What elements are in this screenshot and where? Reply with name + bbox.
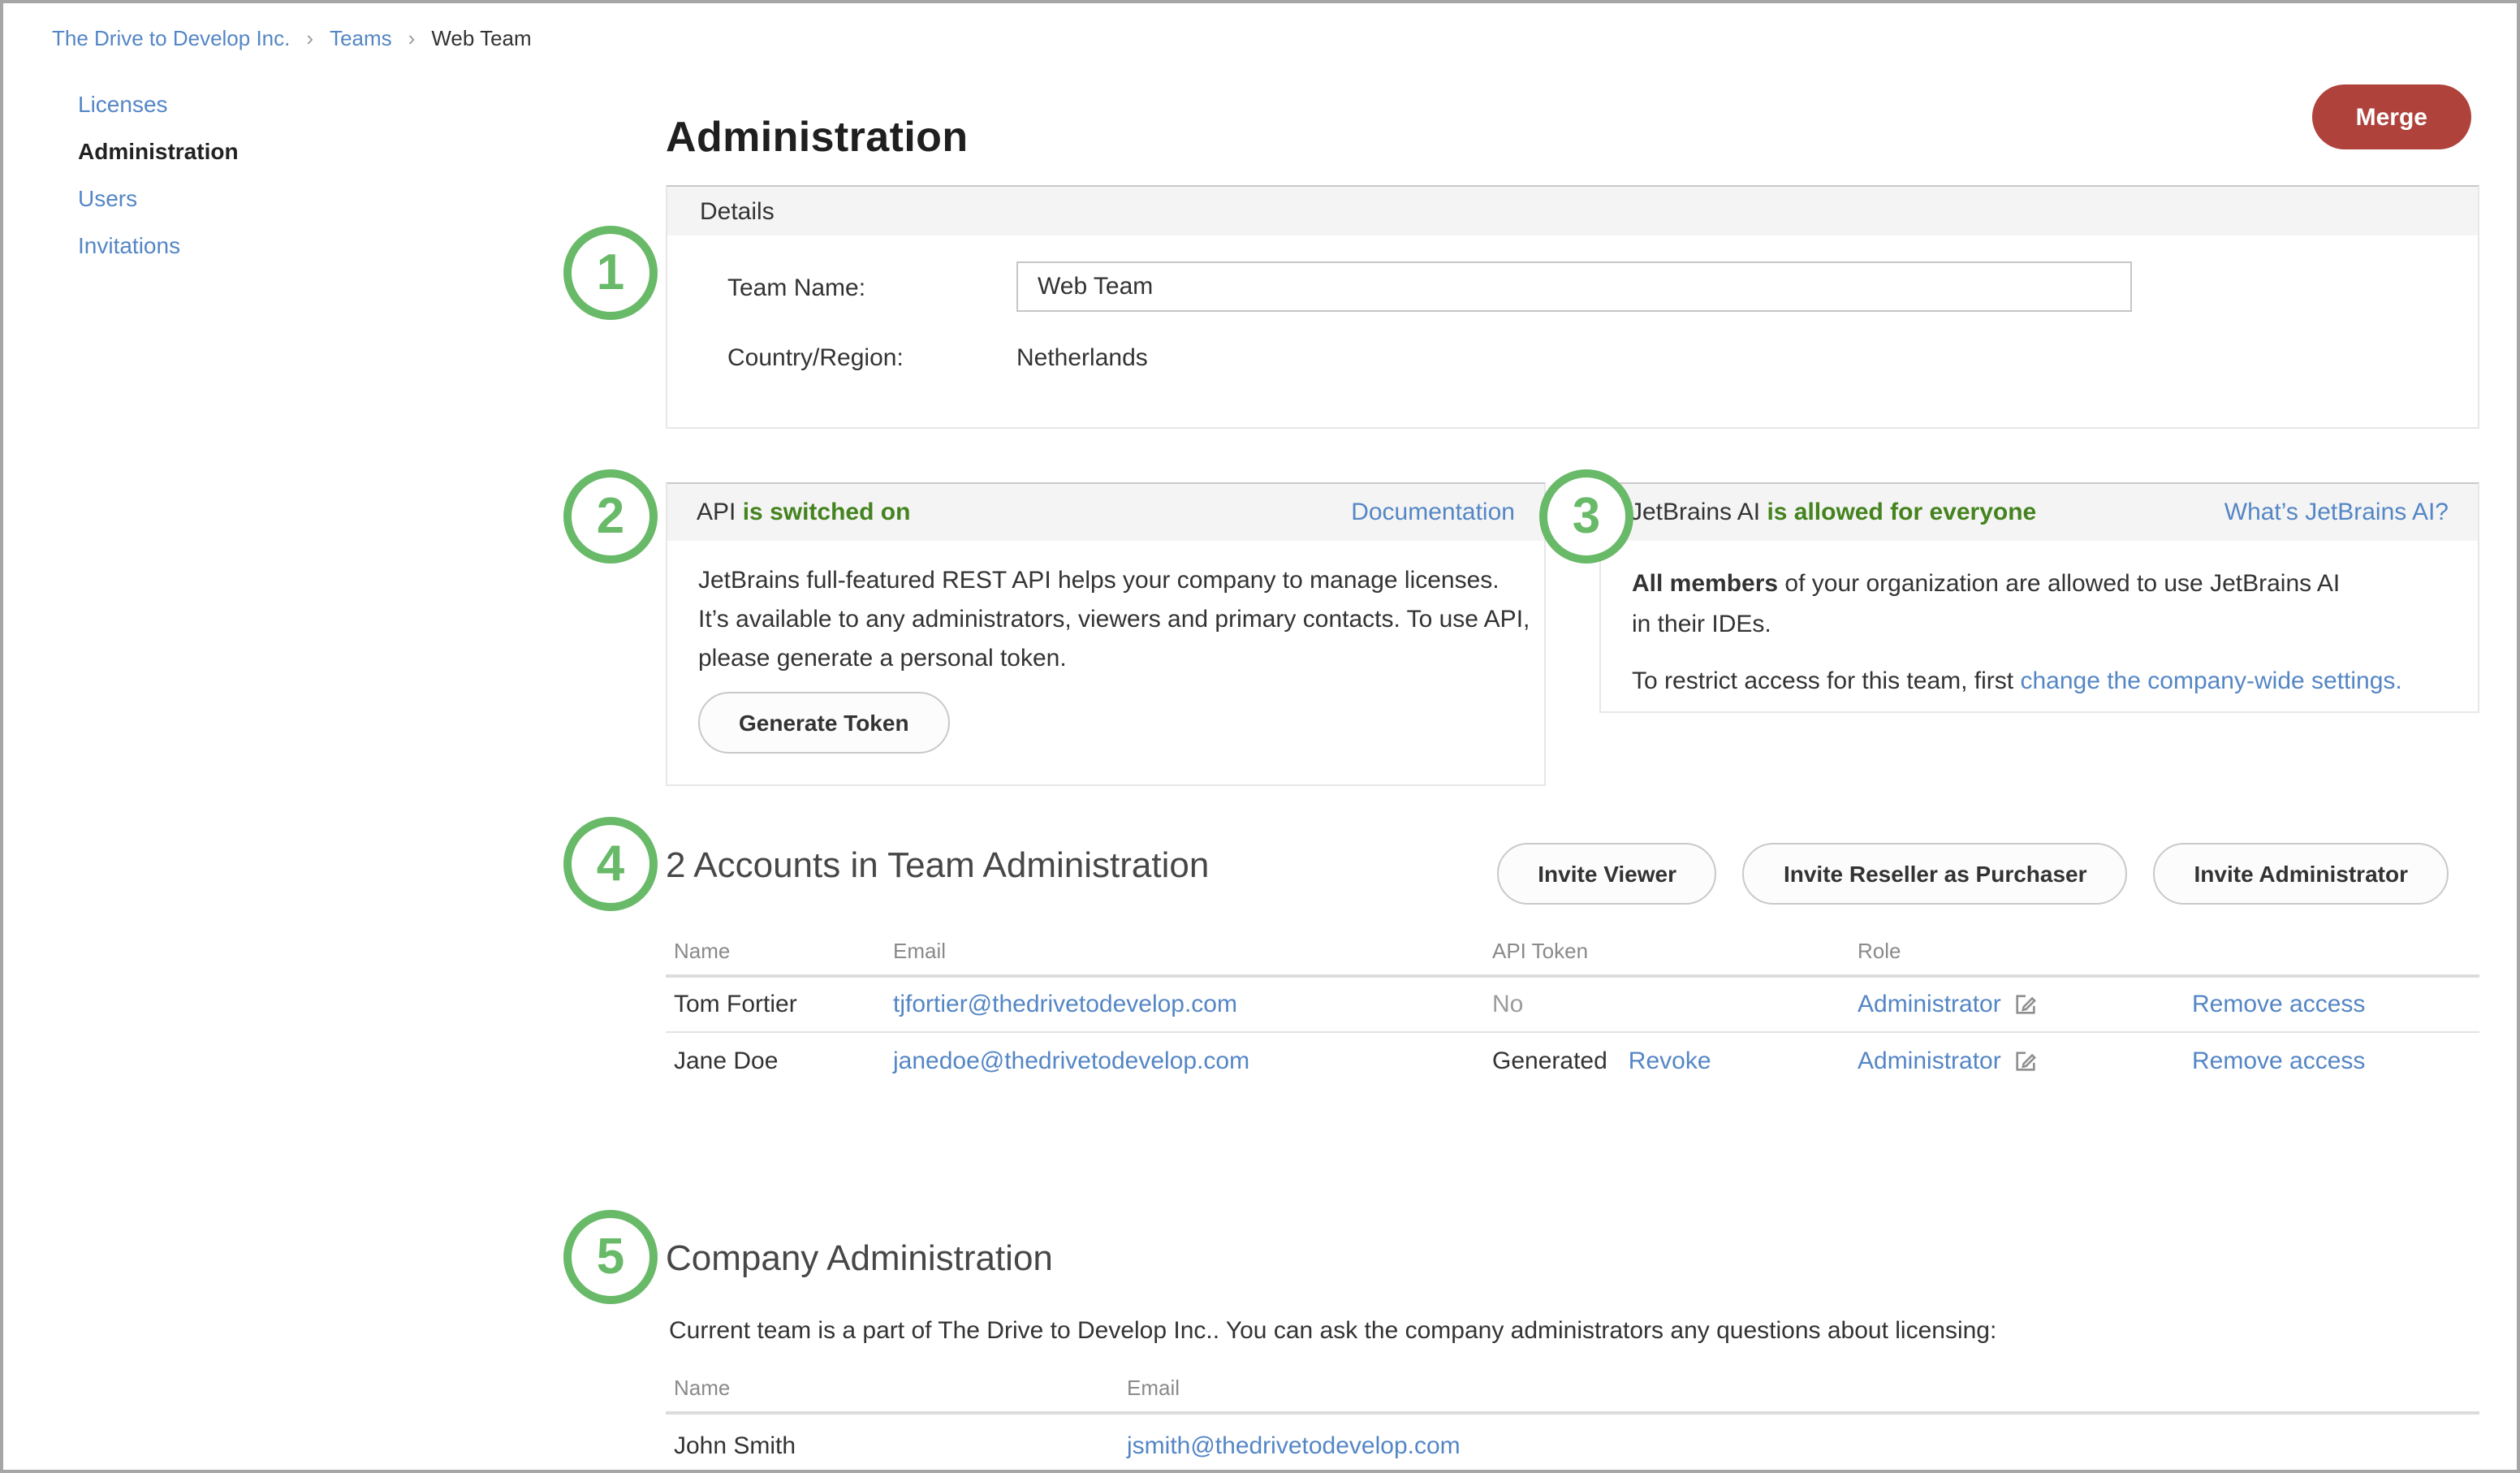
account-email-link[interactable]: janedoe@thedrivetodevelop.com: [893, 1047, 1250, 1074]
column-header-role: Role: [1858, 939, 1901, 963]
company-table-header: Name Email: [666, 1376, 2479, 1415]
invite-administrator-button[interactable]: Invite Administrator: [2153, 843, 2449, 905]
merge-button[interactable]: Merge: [2311, 84, 2471, 149]
edit-role-icon[interactable]: [2014, 1048, 2039, 1073]
account-name: Jane Doe: [674, 1047, 779, 1074]
column-header-api-token: API Token: [1492, 939, 1589, 963]
company-wide-settings-link[interactable]: change the company-wide settings.: [2020, 667, 2402, 695]
details-panel: Details Team Name: Country/Region: Nethe…: [666, 185, 2479, 429]
api-description-line: please generate a personal token.: [698, 645, 1067, 672]
invite-buttons-row: Invite Viewer Invite Reseller as Purchas…: [1497, 843, 2449, 905]
company-admins-table: Name Email John Smith jsmith@thedrivetod…: [666, 1376, 2479, 1473]
chevron-right-icon: ›: [408, 26, 416, 50]
country-region-value: Netherlands: [1016, 344, 1148, 372]
table-row: Jane Doe janedoe@thedrivetodevelop.com G…: [666, 1033, 2479, 1088]
admin-name: John Smith: [674, 1432, 796, 1459]
revoke-link[interactable]: Revoke: [1628, 1047, 1711, 1074]
sidebar-item-users[interactable]: Users: [78, 185, 138, 211]
annotation-circle-1: 1: [563, 226, 658, 320]
api-token-status: Generated: [1492, 1047, 1607, 1074]
ai-panel-header: JetBrains AI is allowed for everyone Wha…: [1601, 484, 2478, 541]
invite-reseller-button[interactable]: Invite Reseller as Purchaser: [1742, 843, 2128, 905]
sidebar-item-administration[interactable]: Administration: [78, 138, 239, 164]
annotation-circle-5: 5: [563, 1210, 658, 1304]
admin-email-link[interactable]: jsmith@thedrivetodevelop.com: [1127, 1432, 1461, 1459]
column-header-name: Name: [674, 1376, 731, 1400]
ai-panel-title: JetBrains AI is allowed for everyone: [1630, 499, 2036, 526]
annotation-circle-3: 3: [1539, 469, 1633, 564]
breadcrumb-company-link[interactable]: The Drive to Develop Inc.: [52, 26, 291, 50]
api-token-status: No: [1492, 991, 1524, 1018]
breadcrumb-current: Web Team: [431, 26, 532, 50]
api-panel: API is switched on Documentation JetBrai…: [666, 482, 1546, 786]
ai-restrict-line: To restrict access for this team, first …: [1632, 667, 2402, 695]
breadcrumb: The Drive to Develop Inc. › Teams › Web …: [52, 26, 532, 50]
edit-role-icon[interactable]: [2014, 992, 2039, 1017]
role-link[interactable]: Administrator: [1858, 1047, 2001, 1074]
column-header-email: Email: [893, 939, 947, 963]
api-description-line: JetBrains full-featured REST API helps y…: [698, 567, 1499, 594]
api-panel-title: API is switched on: [697, 499, 910, 526]
details-panel-header: Details: [667, 187, 2478, 235]
accounts-table-header: Name Email API Token Role: [666, 939, 2479, 978]
account-email-link[interactable]: tjfortier@thedrivetodevelop.com: [893, 991, 1237, 1018]
role-link[interactable]: Administrator: [1858, 991, 2001, 1018]
ai-description-line: in their IDEs.: [1632, 611, 1771, 638]
annotation-circle-2: 2: [563, 469, 658, 564]
ai-description-line: All members of your organization are all…: [1632, 570, 2340, 598]
table-row: Tom Fortier tjfortier@thedrivetodevelop.…: [666, 978, 2479, 1033]
details-panel-body: Team Name: Country/Region: Netherlands: [667, 235, 2478, 429]
sidebar-item-licenses[interactable]: Licenses: [78, 91, 168, 117]
api-status-text: is switched on: [742, 499, 911, 526]
generate-token-button[interactable]: Generate Token: [698, 692, 950, 754]
api-documentation-link[interactable]: Documentation: [1351, 499, 1515, 526]
api-title-prefix: API: [697, 499, 743, 526]
breadcrumb-teams-link[interactable]: Teams: [330, 26, 392, 50]
accounts-heading: 2 Accounts in Team Administration: [666, 844, 1210, 885]
invite-viewer-button[interactable]: Invite Viewer: [1497, 843, 1717, 905]
team-name-input[interactable]: [1016, 261, 2132, 312]
ai-restrict-prefix: To restrict access for this team, first: [1632, 667, 2021, 695]
company-administration-heading: Company Administration: [666, 1238, 1053, 1278]
country-region-label: Country/Region:: [727, 344, 904, 372]
api-description-line: It’s available to any administrators, vi…: [698, 606, 1530, 633]
api-panel-header: API is switched on Documentation: [667, 484, 1544, 541]
remove-access-link[interactable]: Remove access: [2192, 991, 2366, 1018]
details-panel-title: Details: [700, 197, 775, 225]
annotation-circle-4: 4: [563, 817, 658, 911]
column-header-name: Name: [674, 939, 731, 963]
accounts-table: Name Email API Token Role Tom Fortier tj…: [666, 939, 2479, 1088]
remove-access-link[interactable]: Remove access: [2192, 1047, 2366, 1074]
account-name: Tom Fortier: [674, 991, 797, 1018]
sidebar-nav: Licenses Administration Users Invitation…: [78, 91, 239, 258]
whats-jetbrains-ai-link[interactable]: What’s JetBrains AI?: [2224, 499, 2449, 526]
chevron-right-icon: ›: [306, 26, 314, 50]
table-row: John Smith jsmith@thedrivetodevelop.com: [666, 1415, 2479, 1473]
ai-all-members-text: All members: [1632, 570, 1779, 598]
jetbrains-ai-panel: JetBrains AI is allowed for everyone Wha…: [1599, 482, 2479, 713]
page-title: Administration: [666, 112, 969, 162]
column-header-email: Email: [1127, 1376, 1180, 1400]
sidebar-item-invitations[interactable]: Invitations: [78, 232, 181, 258]
ai-title-prefix: JetBrains AI: [1630, 499, 1767, 526]
ai-description-rest: of your organization are allowed to use …: [1778, 570, 2341, 598]
ai-status-text: is allowed for everyone: [1767, 499, 2037, 526]
company-administration-description: Current team is a part of The Drive to D…: [669, 1317, 1997, 1345]
team-name-label: Team Name:: [727, 274, 866, 302]
